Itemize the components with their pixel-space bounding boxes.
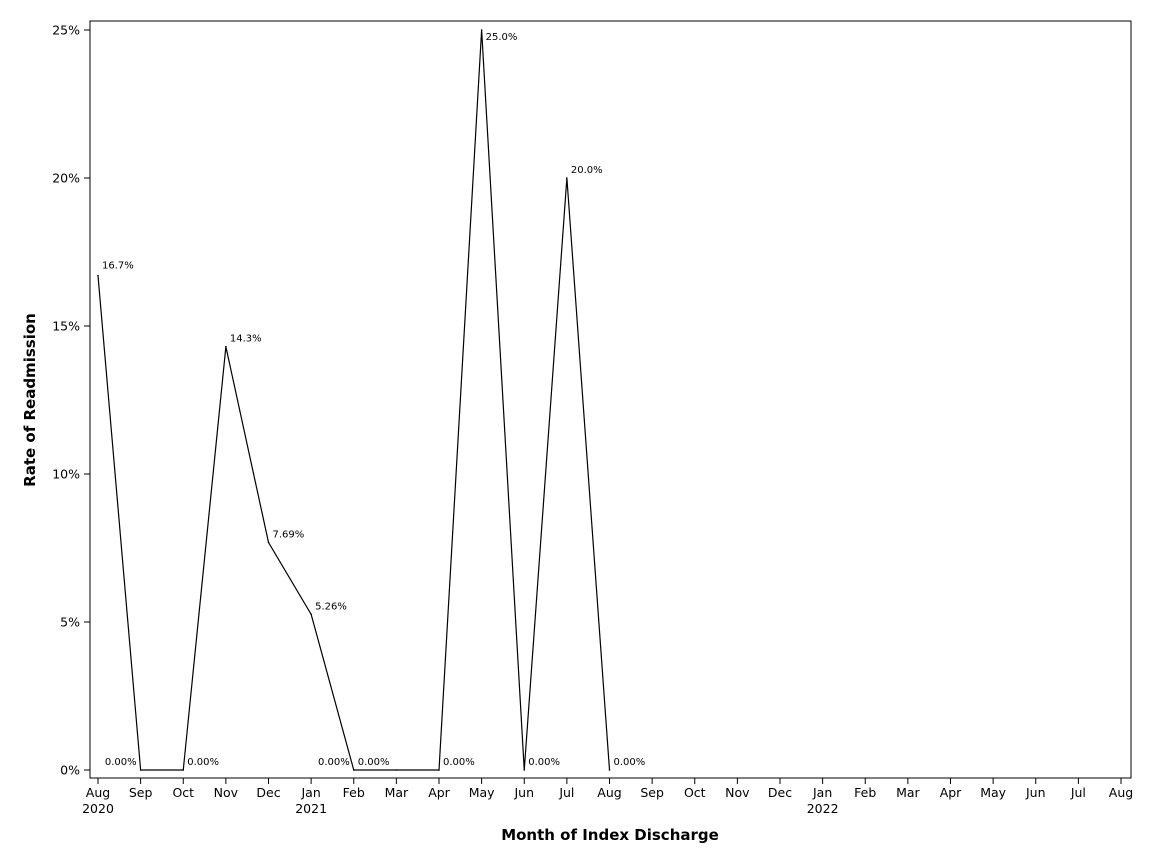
data-point — [310, 613, 312, 616]
x-axis-title: Month of Index Discharge — [501, 826, 719, 844]
data-labels: 16.7% 0.00% 0.00% 14.3% 7.69% 5.26% 0.00% 0.00%… — [97, 29, 645, 771]
x-tick-label: Sep — [129, 785, 153, 800]
x-tick-label: May — [469, 785, 495, 800]
x-tick-label: Oct — [684, 785, 706, 800]
y-tick-label: 0% — [60, 763, 80, 778]
data-label: 0.00% — [358, 757, 390, 768]
data-label: 20.0% — [571, 165, 603, 176]
data-label: 16.7% — [102, 261, 134, 272]
x-year-label: 2020 — [82, 801, 114, 816]
x-tick-label: Feb — [343, 785, 365, 800]
x-tick-label: Mar — [385, 785, 409, 800]
data-label: 0.00% — [614, 757, 646, 768]
data-label: 5.26% — [315, 601, 347, 612]
x-year-label: 2021 — [295, 801, 327, 816]
x-tick-label: Aug — [1109, 785, 1133, 800]
x-tick-label: Apr — [428, 785, 450, 800]
data-point — [267, 541, 270, 544]
x-tick-label: Jul — [558, 785, 574, 800]
y-tick-label: 15% — [52, 319, 80, 334]
data-label: 0.00% — [187, 757, 219, 768]
x-tick-label: Jan — [812, 785, 832, 800]
x-tick-label: Mar — [896, 785, 920, 800]
data-point — [182, 769, 185, 771]
data-label: 0.00% — [443, 757, 475, 768]
x-tick-label: May — [980, 785, 1006, 800]
data-label: 0.00% — [105, 757, 137, 768]
data-label: 7.69% — [273, 529, 305, 540]
y-tick-label: 20% — [52, 171, 80, 186]
data-point — [523, 769, 526, 771]
data-point — [566, 177, 568, 179]
x-tick-label: Dec — [256, 785, 280, 800]
data-point — [225, 345, 227, 348]
x-year-label: 2022 — [807, 801, 839, 816]
data-point — [438, 769, 440, 771]
y-tick-label: 5% — [60, 615, 80, 630]
data-label: 0.00% — [528, 757, 560, 768]
x-tick-label: Sep — [640, 785, 664, 800]
y-axis: 0% 5% 10% 15% 20% 25% — [52, 23, 90, 778]
y-tick-label: 25% — [52, 23, 80, 38]
data-point — [480, 29, 483, 31]
series-line — [97, 29, 611, 771]
x-tick-label: Oct — [172, 785, 194, 800]
x-tick-label: Aug — [597, 785, 621, 800]
data-point — [97, 274, 99, 277]
x-tick-label: Aug — [86, 785, 110, 800]
y-tick-label: 10% — [52, 467, 80, 482]
x-tick-label: Dec — [768, 785, 792, 800]
data-point — [352, 769, 355, 771]
data-label: 0.00% — [318, 757, 350, 768]
plot-area-frame — [89, 20, 1132, 779]
data-point — [395, 769, 398, 771]
data-point — [139, 769, 142, 771]
x-tick-label: Feb — [854, 785, 876, 800]
data-point — [608, 769, 611, 771]
x-tick-label: Apr — [940, 785, 962, 800]
x-tick-label: Jan — [300, 785, 320, 800]
x-tick-label: Nov — [725, 785, 750, 800]
data-label: 14.3% — [230, 334, 262, 345]
x-axis: Aug Sep Oct Nov Dec Jan Feb Mar Apr May Jun Jul Aug S… — [82, 778, 1133, 816]
data-label: 25.0% — [486, 32, 518, 43]
x-tick-label: Nov — [214, 785, 239, 800]
y-axis-title: Rate of Readmission — [21, 313, 39, 487]
x-tick-label: Jul — [1070, 785, 1086, 800]
x-tick-label: Jun — [513, 785, 534, 800]
x-tick-label: Jun — [1025, 785, 1046, 800]
